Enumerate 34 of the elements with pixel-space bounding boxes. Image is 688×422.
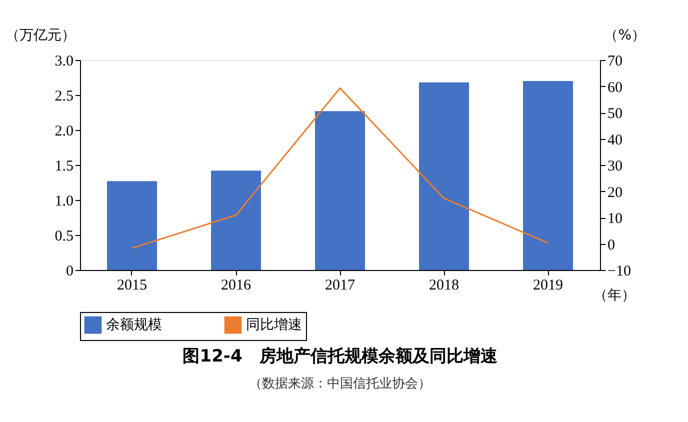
y2-tick-label: 40 (608, 132, 622, 148)
bar (523, 81, 573, 270)
y-tick-label: 1.5 (54, 158, 74, 174)
y2-tick-label: −10 (608, 264, 631, 280)
y2-tick-label: 60 (608, 80, 622, 96)
x-tick-label: 2018 (429, 278, 459, 294)
legend-label: 同比增速 (246, 317, 302, 334)
x-tick-label: 2016 (221, 278, 252, 294)
line-series (131, 87, 549, 249)
text: （数据来源：中国信托业协会） (249, 376, 431, 392)
y-tick-label: 2.0 (54, 124, 74, 140)
y-tick-label: 0.5 (54, 228, 74, 244)
x-tick-label: 2015 (117, 278, 147, 294)
y2-axis-title: （%） (604, 28, 646, 44)
bar (315, 111, 365, 270)
y2-tick-label: 0 (608, 237, 615, 254)
y-tick-label: 2.5 (54, 88, 74, 104)
y-tick-label: 0 (66, 264, 74, 280)
y-tick-label: 1.0 (54, 194, 74, 210)
bar (211, 170, 261, 270)
text: 图12-4 房地产信托规模余额及同比增速 (182, 346, 498, 366)
y2-tick-label: 70 (608, 54, 622, 70)
x-tick-label: 2019 (533, 278, 563, 294)
y-axis-title: （万亿元） (6, 28, 76, 44)
y2-tick-label: 50 (608, 106, 622, 122)
y2-tick-label: 10 (608, 211, 622, 227)
y-tick-label: 3.0 (54, 54, 74, 70)
bar (107, 181, 157, 270)
legend-label: 余额规模 (106, 317, 162, 334)
y2-tick-label: 20 (608, 184, 622, 201)
x-tick-label: 2017 (325, 278, 356, 294)
bar (419, 82, 469, 270)
y2-tick-label: 30 (608, 158, 622, 174)
x-axis-title: （年） (594, 288, 636, 304)
